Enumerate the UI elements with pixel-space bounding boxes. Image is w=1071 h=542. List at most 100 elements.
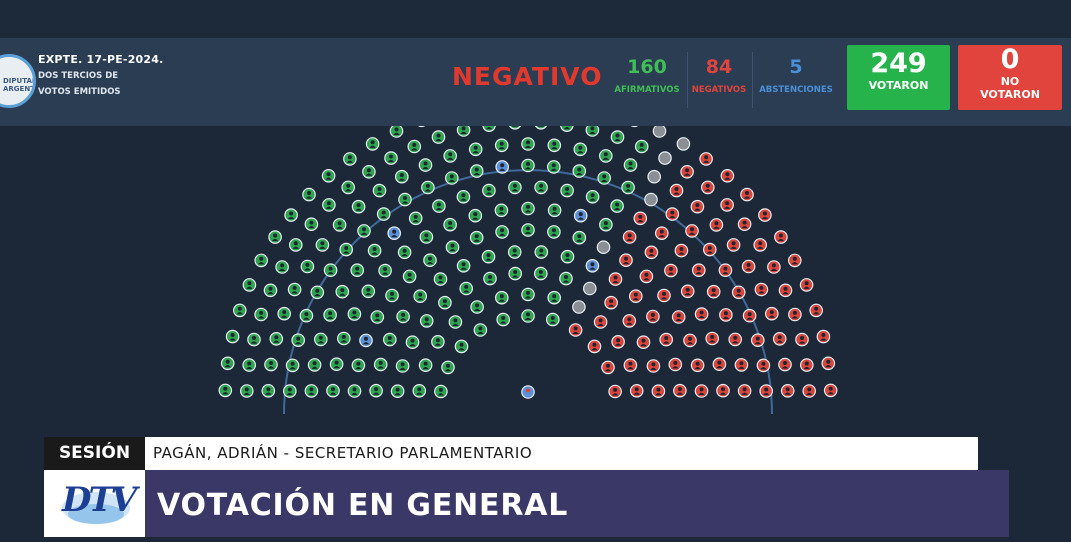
seat-afirmativo <box>263 283 278 298</box>
seat-ausente <box>647 169 661 184</box>
seat-afirmativo <box>445 240 460 254</box>
seat-negativo <box>683 333 697 348</box>
afirmativos-count: 160 <box>627 56 667 78</box>
seat-afirmativo <box>264 357 278 372</box>
seat-negativo <box>716 383 730 398</box>
seat-negativo <box>646 359 661 373</box>
seat-afirmativo <box>395 359 410 373</box>
seat-afirmativo <box>547 203 562 218</box>
seat-negativo <box>669 183 684 198</box>
seat-afirmativo <box>434 384 448 399</box>
expediente-label: EXPTE. 17-PE-2024. <box>38 53 164 66</box>
seat-negativo <box>750 333 765 347</box>
seat-afirmativo <box>559 271 573 286</box>
seat-negativo <box>622 230 637 244</box>
seat-afirmativo <box>310 285 325 300</box>
seat-afirmativo <box>357 224 371 238</box>
chamber-logo-text: DIPUTADOS ARGENTINA <box>3 77 35 93</box>
seat-negativo <box>680 284 695 299</box>
seat-afirmativo <box>361 284 376 299</box>
seat-afirmativo <box>261 383 276 398</box>
seat-afirmativo <box>494 290 509 305</box>
seat-afirmativo <box>225 329 240 344</box>
no-votaron-label-1: NO <box>1000 75 1020 88</box>
votaron-label: VOTARON <box>868 79 929 92</box>
seat-afirmativo <box>508 266 522 281</box>
vote-title: VOTACIÓN EN GENERAL <box>157 488 569 523</box>
seat-afirmativo <box>323 263 338 277</box>
seat-abstencion <box>495 160 509 174</box>
seat-afirmativo <box>341 180 355 195</box>
seat-negativo <box>802 384 816 398</box>
seat-afirmativo <box>394 169 409 184</box>
seat-afirmativo <box>448 315 463 329</box>
divider <box>687 52 688 108</box>
seat-afirmativo <box>473 323 488 337</box>
seat-negativo <box>823 383 838 398</box>
seat-negativo <box>680 164 694 179</box>
seat-afirmativo <box>546 160 561 174</box>
seat-afirmativo <box>300 259 315 274</box>
seat-negativo <box>705 331 719 346</box>
seat-afirmativo <box>384 151 398 165</box>
seat-afirmativo <box>585 190 600 204</box>
seat-afirmativo <box>389 126 404 138</box>
seat-afirmativo <box>507 245 522 259</box>
divider <box>752 52 753 108</box>
seat-negativo <box>737 217 752 231</box>
seat-afirmativo <box>382 332 397 347</box>
seat-afirmativo <box>456 190 471 204</box>
seat-abstencion <box>573 208 588 223</box>
seat-afirmativo <box>370 310 385 324</box>
seat-afirmativo <box>494 203 509 218</box>
seat-negativo <box>608 384 622 399</box>
seat-afirmativo <box>468 142 483 157</box>
negativos-label: NEGATIVOS <box>691 85 747 95</box>
seat-negativo <box>759 384 773 398</box>
seat-afirmativo <box>385 288 399 303</box>
seat-negativo <box>767 260 781 274</box>
majority-type-line1: DOS TERCIOS DE <box>38 71 119 81</box>
seat-afirmativo <box>240 384 254 398</box>
seat-afirmativo <box>390 384 405 398</box>
seat-afirmativo <box>323 308 337 322</box>
seat-negativo <box>622 314 637 328</box>
seat-afirmativo <box>496 312 510 327</box>
seat-negativo <box>720 198 734 212</box>
seat-afirmativo <box>288 238 303 252</box>
votaron-count: 249 <box>870 48 927 79</box>
seat-afirmativo <box>304 217 319 231</box>
seat-afirmativo <box>378 263 392 278</box>
seat-afirmativo <box>268 230 282 244</box>
seat-afirmativo <box>431 335 445 349</box>
seat-negativo <box>657 288 671 303</box>
seat-negativo <box>774 230 788 244</box>
seat-afirmativo <box>398 192 412 207</box>
no-votaron-box: 0 NO VOTARON <box>958 45 1062 110</box>
seat-negativo <box>659 332 673 347</box>
seat-afirmativo <box>534 245 549 259</box>
seat-afirmativo <box>397 245 412 260</box>
seat-afirmativo <box>376 207 391 221</box>
seat-afirmativo <box>275 260 289 274</box>
seat-negativo <box>778 283 793 298</box>
seat-negativo <box>726 238 741 252</box>
seat-negativo <box>690 199 705 214</box>
seat-afirmativo <box>459 281 473 296</box>
seat-negativo <box>740 187 754 202</box>
seat-negativo <box>587 339 602 354</box>
seat-afirmativo <box>468 208 483 223</box>
seat-negativo <box>799 278 814 292</box>
seat-afirmativo <box>634 139 649 154</box>
seat-negativo <box>737 384 752 398</box>
seat-afirmativo <box>454 339 469 354</box>
seat-afirmativo <box>362 164 376 179</box>
seat-afirmativo <box>282 384 297 398</box>
seat-negativo <box>756 358 771 373</box>
seat-afirmativo <box>441 360 455 375</box>
seat-afirmativo <box>444 171 459 185</box>
seat-afirmativo <box>509 126 521 130</box>
president-seat <box>521 385 535 399</box>
seat-afirmativo <box>560 183 574 198</box>
seat-afirmativo <box>598 149 613 163</box>
